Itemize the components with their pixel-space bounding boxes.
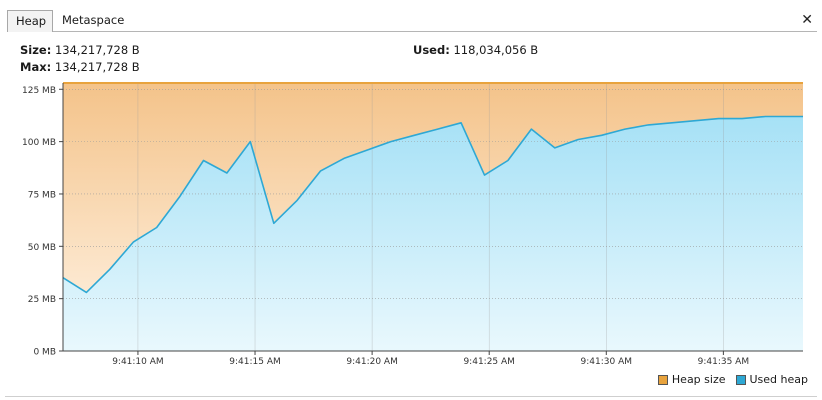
- used-heap-area: [63, 116, 803, 351]
- tab-heap[interactable]: Heap: [7, 10, 53, 32]
- heap-size-swatch: [657, 374, 668, 385]
- y-tick-label: 100 MB: [22, 138, 56, 148]
- x-tick-label: 9:41:15 AM: [229, 357, 280, 367]
- y-tick-label: 125 MB: [22, 86, 56, 96]
- y-tick-label: 25 MB: [28, 295, 56, 305]
- heap-size-stat: Size: 134,217,728 B: [20, 43, 140, 57]
- tab-bar: Heap Metaspace ✕: [7, 10, 817, 32]
- heap-used-stat: Used: 118,034,056 B: [413, 43, 538, 57]
- y-tick-label: 75 MB: [28, 190, 56, 200]
- chart-legend: Heap size Used heap: [648, 373, 808, 386]
- tab-metaspace[interactable]: Metaspace: [62, 13, 125, 27]
- x-tick-label: 9:41:35 AM: [698, 357, 749, 367]
- used-label: Used:: [413, 43, 450, 57]
- legend-heap-size: Heap size: [657, 373, 726, 386]
- max-value: 134,217,728 B: [54, 60, 140, 74]
- used-heap-swatch: [735, 374, 746, 385]
- panel-divider: [5, 396, 817, 397]
- x-tick-label: 9:41:30 AM: [581, 357, 632, 367]
- y-tick-label: 50 MB: [28, 243, 56, 253]
- x-tick-label: 9:41:20 AM: [346, 357, 397, 367]
- used-heap-line: [62, 115, 803, 294]
- close-icon[interactable]: ✕: [801, 12, 813, 28]
- legend-heap-size-label: Heap size: [671, 373, 726, 386]
- size-value: 134,217,728 B: [54, 43, 140, 57]
- legend-used-heap-label: Used heap: [749, 373, 809, 386]
- legend-used-heap: Used heap: [735, 373, 809, 386]
- x-tick-label: 9:41:10 AM: [112, 357, 163, 367]
- heap-max-stat: Max: 134,217,728 B: [20, 60, 140, 74]
- used-value: 118,034,056 B: [453, 43, 539, 57]
- size-label: Size:: [20, 43, 52, 57]
- max-label: Max:: [20, 60, 52, 74]
- y-tick-label: 0 MB: [33, 348, 56, 358]
- x-tick-label: 9:41:25 AM: [463, 357, 514, 367]
